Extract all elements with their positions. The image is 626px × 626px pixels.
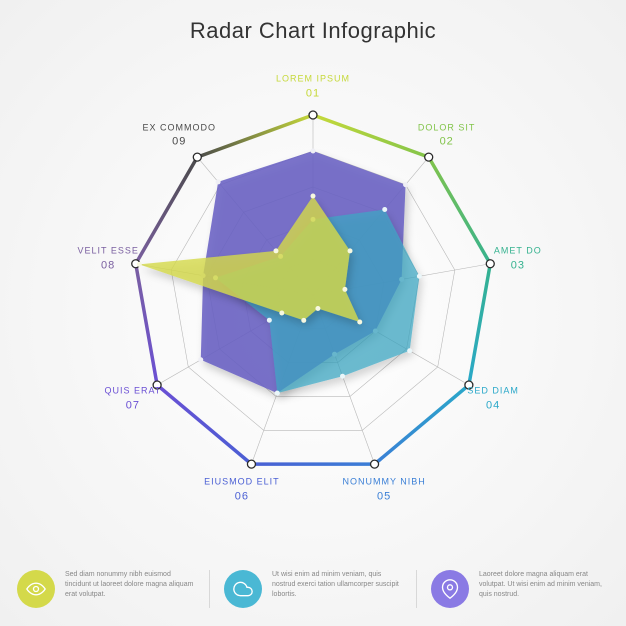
page-title: Radar Chart Infographic: [0, 0, 626, 44]
axis-label: EX COMMODO09: [129, 122, 229, 149]
cloud-icon: [224, 570, 262, 608]
axis-label: DOLOR SIT02: [397, 122, 497, 149]
axis-label: SED DIAM04: [443, 386, 543, 413]
legend-item: Laoreet dolore magna aliquam erat volutp…: [416, 570, 623, 608]
axis-label: QUIS ERAT07: [83, 386, 183, 413]
axis-label: AMET DO03: [468, 245, 568, 272]
axis-label: LOREM IPSUM01: [263, 74, 363, 101]
axis-label: VELIT ESSE08: [58, 245, 158, 272]
axis-label: EIUSMOD ELIT06: [192, 477, 292, 504]
pin-icon: [431, 570, 469, 608]
legend-item: Sed diam nonummy nibh euismod tincidunt …: [3, 570, 209, 608]
eye-icon: [17, 570, 55, 608]
radar-svg: [0, 40, 626, 540]
legend-text: Sed diam nonummy nibh euismod tincidunt …: [65, 570, 195, 599]
legend-text: Laoreet dolore magna aliquam erat volutp…: [479, 570, 609, 599]
radar-chart: LOREM IPSUM01 DOLOR SIT02 AMET DO03 SED DIA…: [0, 40, 626, 540]
legend-text: Ut wisi enim ad minim veniam, quis nostr…: [272, 570, 402, 599]
axis-label: NONUMMY NIBH05: [334, 477, 434, 504]
legend: Sed diam nonummy nibh euismod tincidunt …: [0, 570, 626, 608]
legend-item: Ut wisi enim ad minim veniam, quis nostr…: [209, 570, 416, 608]
